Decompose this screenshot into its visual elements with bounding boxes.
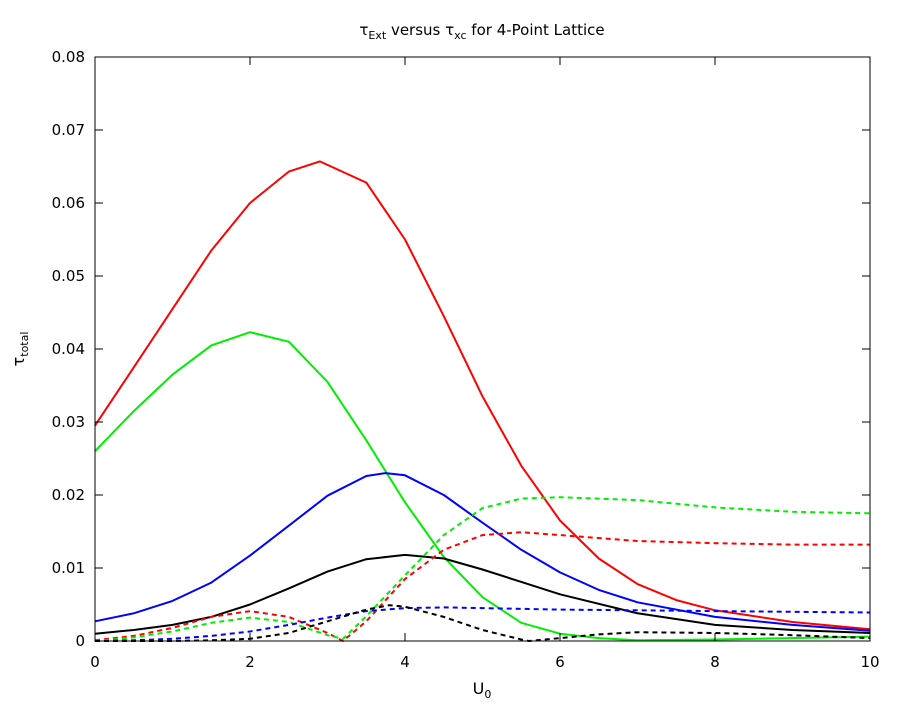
- x-axis-label-sub: 0: [484, 688, 491, 701]
- title-tau-xc: τ: [445, 21, 454, 39]
- series-line-5-dashed: [94, 531, 870, 642]
- y-tick-label: 0.07: [52, 121, 85, 139]
- title-sub-xc: xc: [454, 29, 466, 42]
- x-tick-label: 2: [245, 653, 255, 671]
- series-line-7-dashed: [94, 606, 871, 642]
- chart-title: τExt versus τxc for 4-Point Lattice: [359, 21, 604, 42]
- x-tick-label: 0: [90, 653, 100, 671]
- y-tick-label: 0.01: [52, 559, 85, 577]
- y-tick-label: 0.04: [52, 340, 85, 358]
- y-axis-label-sub: total: [18, 332, 31, 357]
- x-tick-label: 8: [710, 653, 720, 671]
- y-axis-label: τtotal: [9, 332, 31, 367]
- y-tick-label: 0.06: [52, 194, 85, 212]
- y-tick-label: 0.05: [52, 267, 85, 285]
- series-line-1-solid: [94, 160, 871, 631]
- x-axis-label: U0: [473, 679, 492, 701]
- x-tick-label: 4: [400, 653, 410, 671]
- title-rest: for 4-Point Lattice: [467, 21, 605, 39]
- tick-layer: 0 2 4 6 8 10 0 0.01 0.02 0.03 0.04 0.05 0.06 0.07 0.08: [52, 48, 880, 671]
- title-tau-ext: τ: [359, 21, 368, 39]
- y-tick-label: 0: [75, 632, 85, 650]
- y-tick-label: 0.02: [52, 486, 85, 504]
- y-tick-label: 0.03: [52, 413, 85, 431]
- plot-frame: [94, 56, 871, 642]
- title-sub-ext: Ext: [368, 29, 386, 42]
- series-line-8-dashed: [95, 604, 871, 642]
- series-line-6-dashed: [94, 496, 871, 642]
- series-layer: [94, 160, 871, 642]
- series-line-2-solid: [94, 331, 871, 642]
- y-axis-label-base: τ: [9, 357, 28, 367]
- y-tick-label: 0.08: [52, 48, 85, 66]
- x-tick-label: 10: [860, 653, 879, 671]
- series-line-3-solid: [94, 472, 871, 632]
- series-line-4-solid: [94, 553, 871, 635]
- x-axis-label-base: U: [473, 679, 485, 698]
- title-versus: versus: [386, 21, 445, 39]
- x-tick-label: 6: [555, 653, 565, 671]
